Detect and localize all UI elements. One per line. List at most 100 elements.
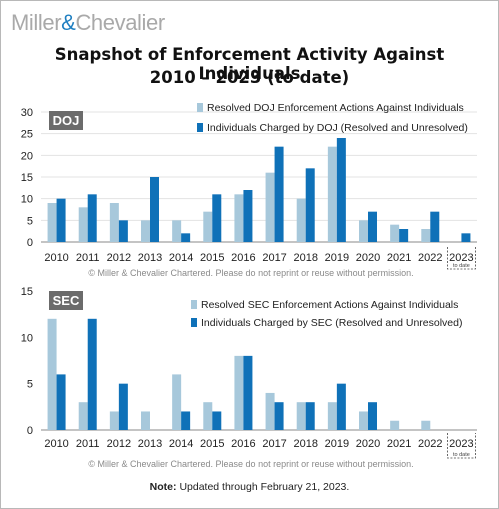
doj-xtick-label: 2021 <box>387 252 411 264</box>
sec-bar-resolved-2022 <box>421 420 431 430</box>
sec-bar-resolved-2021 <box>390 420 400 430</box>
sec-bar-charged-2019 <box>336 383 346 430</box>
sec-bar-resolved-2011 <box>78 402 88 430</box>
footnote: Note: Updated through February 21, 2023. <box>1 481 498 493</box>
doj-bar-charged-2017 <box>274 146 284 242</box>
doj-xtick-label: 2014 <box>169 252 193 264</box>
sec-bar-charged-2012 <box>118 383 128 430</box>
sec-bar-charged-2015 <box>212 411 222 430</box>
chart-title-line1: Snapshot of Enforcement Activity Against… <box>54 45 445 83</box>
doj-bar-resolved-2022 <box>421 229 431 242</box>
doj-legend-swatch <box>197 103 203 112</box>
doj-bar-charged-2016 <box>243 190 253 242</box>
sec-bar-resolved-2013 <box>141 411 150 430</box>
sec-bar-resolved-2012 <box>109 411 119 430</box>
sec-xtick-label: 2012 <box>107 438 131 450</box>
sec-xtick-label: 2021 <box>387 438 411 450</box>
doj-legend-label: Resolved DOJ Enforcement Actions Against… <box>207 102 464 114</box>
doj-legend-swatch <box>197 123 203 132</box>
doj-bar-resolved-2021 <box>390 224 400 242</box>
doj-bar-resolved-2011 <box>78 207 88 242</box>
sec-to-date-label: to date <box>453 452 470 458</box>
sec-ytick-label: 15 <box>21 286 33 298</box>
sec-xtick-label: 2015 <box>200 438 224 450</box>
doj-bar-resolved-2020 <box>359 220 368 242</box>
sec-xtick-label: 2014 <box>169 438 193 450</box>
doj-bar-charged-2014 <box>181 233 191 242</box>
doj-bar-charged-2012 <box>118 220 128 242</box>
doj-xtick-label: 2013 <box>138 252 162 264</box>
sec-bar-charged-2018 <box>305 402 315 430</box>
doj-xtick-label: 2022 <box>418 252 442 264</box>
logo-part1: Miller <box>11 10 62 35</box>
doj-badge <box>49 111 83 130</box>
sec-bar-charged-2014 <box>181 411 191 430</box>
doj-xtick-label: 2016 <box>231 252 255 264</box>
sec-badge-label: SEC <box>53 293 80 308</box>
sec-xtick-label: 2023 <box>449 438 473 450</box>
sec-xtick-label: 2019 <box>325 438 349 450</box>
doj-bar-charged-2021 <box>399 229 409 242</box>
sec-xtick-label: 2022 <box>418 438 442 450</box>
footnote-text: Updated through February 21, 2023. <box>179 481 350 493</box>
sec-xtick-label: 2020 <box>356 438 380 450</box>
doj-bar-resolved-2018 <box>296 198 306 242</box>
doj-bar-resolved-2019 <box>327 146 337 242</box>
sec-bar-charged-2020 <box>368 402 377 430</box>
sec-bar-resolved-2019 <box>327 402 337 430</box>
doj-bar-resolved-2014 <box>172 220 182 242</box>
doj-xtick-label: 2020 <box>356 252 380 264</box>
doj-bar-resolved-2013 <box>141 220 150 242</box>
sec-legend-label: Resolved SEC Enforcement Actions Against… <box>201 299 458 311</box>
doj-xtick-label: 2017 <box>262 252 286 264</box>
sec-xtick-label: 2013 <box>138 438 162 450</box>
sec-ytick-label: 5 <box>27 379 33 391</box>
doj-bar-charged-2020 <box>368 211 377 242</box>
sec-xtick-label: 2016 <box>231 438 255 450</box>
doj-xtick-label: 2011 <box>76 252 100 264</box>
doj-bar-resolved-2010 <box>47 203 57 242</box>
sec-bar-resolved-2010 <box>47 318 57 430</box>
doj-xtick-label: 2018 <box>293 252 317 264</box>
doj-xtick-label: 2012 <box>107 252 131 264</box>
sec-bar-charged-2016 <box>243 355 253 430</box>
doj-bar-resolved-2017 <box>265 172 275 242</box>
logo-ampersand: & <box>61 10 76 35</box>
doj-ytick-label: 30 <box>21 107 33 119</box>
doj-to-date-bracket <box>447 247 476 270</box>
doj-ytick-label: 5 <box>27 215 33 227</box>
doj-xtick-label: 2015 <box>200 252 224 264</box>
doj-ytick-label: 10 <box>21 194 33 206</box>
sec-bar-resolved-2014 <box>172 374 182 430</box>
doj-badge-label: DOJ <box>53 113 80 128</box>
sec-bar-charged-2017 <box>274 402 284 430</box>
doj-ytick-label: 15 <box>21 172 33 184</box>
sec-xtick-label: 2011 <box>76 438 100 450</box>
chart-title-line2: 2010 – 2023 (to date) <box>149 68 350 87</box>
sec-xtick-label: 2018 <box>293 438 317 450</box>
doj-bar-resolved-2012 <box>109 203 119 242</box>
doj-bar-charged-2022 <box>430 211 440 242</box>
sec-to-date-bracket <box>447 433 476 459</box>
sec-xtick-label: 2017 <box>262 438 286 450</box>
charts-canvas: 0 5 10 15 20 25 30 2010 2011 2012 2013 2014 2015 2016… <box>21 102 477 469</box>
sec-bar-resolved-2015 <box>203 402 213 430</box>
doj-bar-charged-2010 <box>56 198 66 242</box>
doj-bar-charged-2015 <box>212 194 222 242</box>
sec-xtick-label: 2010 <box>44 438 68 450</box>
doj-bar-charged-2018 <box>305 168 315 242</box>
footnote-label: Note: <box>149 481 177 493</box>
sec-legend-swatch <box>191 300 197 309</box>
doj-bar-charged-2013 <box>150 177 159 242</box>
sec-ytick-label: 10 <box>21 332 33 344</box>
doj-xtick-label: 2010 <box>44 252 68 264</box>
doj-copyright: © Miller & Chevalier Chartered. Please d… <box>88 268 413 278</box>
sec-bar-charged-2011 <box>87 318 97 430</box>
sec-bar-resolved-2016 <box>234 355 244 430</box>
doj-bar-charged-2011 <box>87 194 97 242</box>
sec-badge <box>49 291 83 310</box>
sec-bar-charged-2010 <box>56 374 66 430</box>
sec-copyright: © Miller & Chevalier Chartered. Please d… <box>88 459 413 469</box>
doj-bar-resolved-2016 <box>234 194 244 242</box>
